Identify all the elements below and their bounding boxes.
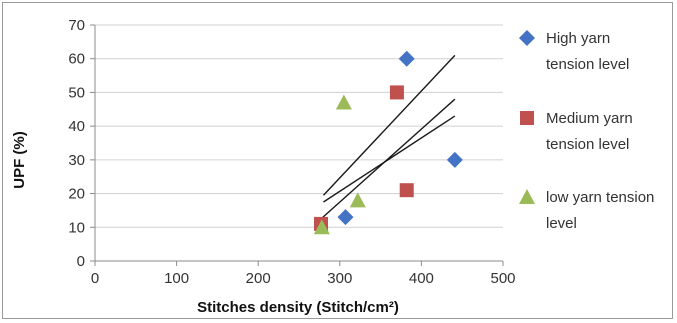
y-tick-label-50: 50 xyxy=(68,84,85,101)
x-tick-label-100: 100 xyxy=(164,270,189,287)
point-series-1-2 xyxy=(399,183,414,198)
y-tick-labels: 0 10 20 30 40 50 60 70 xyxy=(68,17,85,270)
y-tick-label-10: 10 xyxy=(68,219,85,236)
point-series-1-1 xyxy=(389,85,404,100)
axes xyxy=(90,24,504,266)
legend-marker-1 xyxy=(520,111,534,125)
legend-label-line: low yarn tension xyxy=(546,189,654,206)
legend-label-line: High yarn xyxy=(546,30,610,47)
point-series-2-2 xyxy=(349,192,366,208)
x-tick-label-200: 200 xyxy=(246,270,271,287)
y-axis-title: UPF (%) xyxy=(11,131,28,189)
x-tick-labels: 0 100 200 300 400 500 xyxy=(91,270,516,287)
point-series-0-0 xyxy=(337,209,354,226)
legend-label-line: tension level xyxy=(546,56,629,73)
point-series-2-0 xyxy=(313,219,330,235)
legend-label-line: tension level xyxy=(546,136,629,153)
gridlines xyxy=(95,24,503,228)
y-tick-label-60: 60 xyxy=(68,51,85,68)
legend-label-0: High yarn tension level xyxy=(546,30,629,73)
y-tick-label-0: 0 xyxy=(77,253,85,270)
trendlines xyxy=(320,54,456,220)
x-tick-label-0: 0 xyxy=(91,270,99,287)
y-tick-label-20: 20 xyxy=(68,186,85,203)
point-series-0-2 xyxy=(446,151,463,168)
y-tick-label-40: 40 xyxy=(68,118,85,135)
trendline-series-0 xyxy=(323,115,456,203)
legend: High yarn tension level Medium yarn tension… xyxy=(519,30,654,232)
x-tick-label-300: 300 xyxy=(327,270,352,287)
trendline-series-1 xyxy=(320,98,456,220)
legend-marker-2 xyxy=(519,189,535,204)
legend-label-line: level xyxy=(546,215,577,232)
point-series-2-1 xyxy=(335,94,352,110)
y-tick-label-70: 70 xyxy=(68,17,85,34)
x-tick-label-400: 400 xyxy=(409,270,434,287)
legend-marker-0 xyxy=(519,30,535,46)
trendline-series-2 xyxy=(322,54,456,196)
data-points xyxy=(313,50,463,235)
x-tick-label-500: 500 xyxy=(490,270,515,287)
legend-label-2: low yarn tension level xyxy=(546,189,654,232)
chart-frame xyxy=(2,2,673,319)
y-tick-label-30: 30 xyxy=(68,152,85,169)
legend-label-1: Medium yarn tension level xyxy=(546,110,633,153)
x-axis-title: Stitches density (Stitch/cm²) xyxy=(197,299,399,316)
point-series-0-1 xyxy=(398,50,415,67)
legend-label-line: Medium yarn xyxy=(546,110,633,127)
